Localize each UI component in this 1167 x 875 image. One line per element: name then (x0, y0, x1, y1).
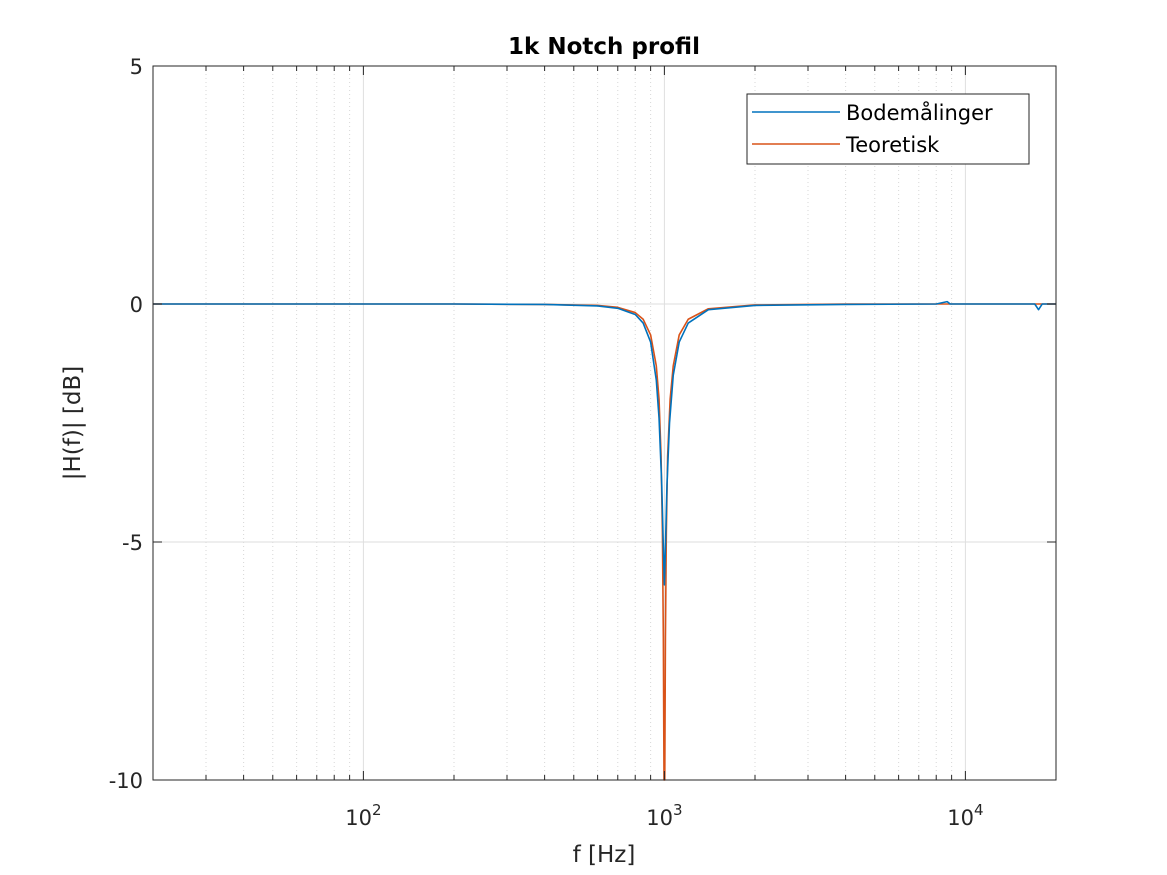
series-line-bodemalinger (153, 300, 1056, 586)
legend-box (746, 93, 1030, 165)
y-axis-label: |H(f)| [dB] (60, 366, 86, 480)
legend-label-teoretisk: Teoretisk (845, 133, 940, 157)
tick-marks (152, 65, 1057, 781)
x-tick-label-base: 10 (345, 806, 372, 830)
x-tick-label: 103 (646, 801, 682, 830)
x-tick-label-exponent: 3 (673, 801, 683, 819)
y-tick-label: -10 (109, 769, 143, 793)
series-group (153, 300, 1056, 781)
x-tick-label-exponent: 4 (974, 801, 984, 819)
x-tick-label: 104 (947, 801, 983, 830)
x-tick-label-exponent: 2 (372, 801, 382, 819)
x-tick-label-base: 10 (646, 806, 673, 830)
y-tick-label: 0 (130, 293, 143, 317)
x-tick-label: 102 (345, 801, 381, 830)
chart-title: 1k Notch profil (508, 34, 700, 60)
y-tick-label: -5 (122, 531, 143, 555)
x-axis-label: f [Hz] (573, 842, 636, 868)
legend-label-bodemalinger: Bodemålinger (846, 100, 993, 125)
x-tick-label-base: 10 (947, 806, 974, 830)
axes-box (152, 65, 1057, 781)
legend: Bodemålinger Teoretisk (746, 93, 1030, 165)
x-tick-labels: 102 103 104 (345, 801, 983, 830)
axes-background (153, 66, 1056, 780)
y-tick-labels: -10 -5 0 5 (109, 55, 143, 793)
y-tick-label: 5 (130, 55, 143, 79)
